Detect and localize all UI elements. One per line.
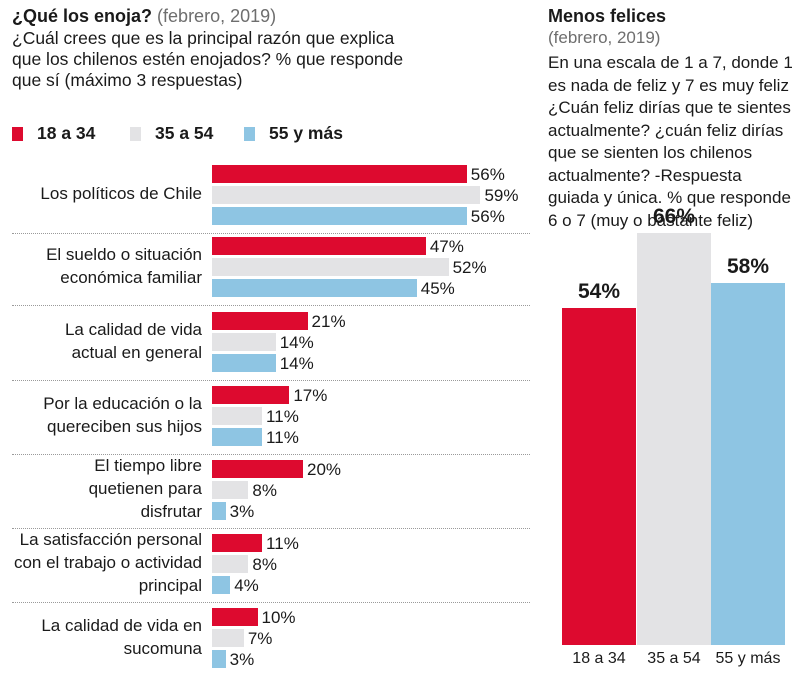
bar	[212, 333, 276, 351]
bar-value-label: 11%	[266, 407, 299, 426]
bar	[212, 555, 249, 573]
bar-value-label: 14%	[279, 333, 314, 352]
column-category-label: 55 y más	[715, 650, 781, 667]
right-chart-panel: Menos felices (febrero, 2019) En una esc…	[540, 0, 800, 675]
bar	[212, 650, 226, 668]
group-divider	[12, 454, 530, 455]
group-divider	[12, 602, 530, 603]
bar-value-label: 3%	[229, 502, 255, 521]
bar	[212, 502, 226, 520]
bar	[212, 207, 467, 225]
bar	[212, 534, 263, 552]
category-label: La satisfacción personal con el trabajo o…	[0, 528, 202, 597]
legend-swatch-55-mas	[244, 126, 255, 141]
bar-value-label: 14%	[279, 354, 314, 373]
column-category-label: 18 a 34	[572, 650, 626, 667]
category-label-line: La calidad de vida	[64, 319, 202, 339]
bar	[212, 460, 303, 478]
right-chart-question: En una escala de 1 a 7, donde 1 es nada …	[548, 53, 793, 230]
category-label-line: principal	[138, 576, 202, 595]
bar-value-label: 11%	[266, 534, 299, 553]
legend-swatch-35-54	[130, 126, 141, 141]
group-divider	[12, 380, 530, 381]
bar-value-label: 8%	[252, 555, 277, 574]
category-label: Por la educación o la quereciben sus hijo…	[0, 392, 202, 438]
column-value-label: 58%	[726, 254, 770, 278]
left-chart-title: ¿Qué los enoja? (febrero, 2019)	[12, 6, 512, 27]
right-chart-date: (febrero, 2019)	[548, 28, 661, 47]
group-divider	[12, 233, 530, 234]
left-chart-question: ¿Cuál crees que es la principal razón qu…	[12, 28, 404, 90]
bar	[212, 481, 249, 499]
column-category-label: 35 a 54	[647, 650, 701, 667]
category-label-line: quereciben sus hijos	[47, 416, 202, 436]
category-label: La calidad de vida actual en general	[0, 318, 202, 364]
bar-value-label: 45%	[420, 279, 455, 298]
group-divider	[12, 528, 530, 529]
category-label-line: La satisfacción personal	[19, 530, 202, 549]
bar-value-label: 20%	[307, 460, 342, 479]
bar	[212, 165, 467, 183]
left-title-date: (febrero, 2019)	[157, 6, 277, 26]
bar-value-label: 56%	[470, 207, 505, 226]
bar	[212, 576, 231, 594]
legend-label-55-mas: 55 y más	[269, 123, 343, 143]
category-label-line: sucomuna	[123, 638, 202, 658]
legend-label-18-34: 18 a 34	[37, 123, 96, 143]
bar	[212, 407, 263, 425]
column-bar	[711, 282, 785, 645]
legend: 18 a 34 35 a 54 55 y más	[12, 123, 512, 145]
bar-value-label: 21%	[311, 312, 346, 331]
bar-value-label: 4%	[234, 576, 259, 595]
bar	[212, 237, 426, 255]
bar	[212, 186, 481, 204]
legend-item-55-mas: 55 y más	[244, 123, 343, 144]
legend-swatch-18-34	[12, 126, 23, 141]
category-label-line: Los políticos de Chile	[40, 184, 202, 203]
column-value-label: 54%	[577, 279, 621, 303]
category-label-line: La calidad de vida en	[41, 615, 202, 635]
bar	[212, 608, 258, 626]
bar-value-label: 8%	[252, 481, 277, 500]
bar-value-label: 59%	[484, 186, 519, 205]
bar-value-label: 56%	[470, 165, 505, 184]
bar-value-label: 7%	[247, 629, 273, 648]
bar-value-label: 3%	[229, 650, 255, 669]
bar	[212, 279, 417, 297]
bar	[212, 354, 276, 372]
bar	[212, 629, 244, 647]
column-value-label: 66%	[652, 204, 696, 228]
category-label-line: El sueldo o situación	[46, 244, 202, 264]
category-label-line: disfrutar	[140, 502, 202, 521]
category-label: La calidad de vida en sucomuna	[0, 614, 202, 660]
bar-value-label: 10%	[261, 608, 296, 627]
left-title-main: ¿Qué los enoja?	[12, 6, 153, 26]
column-bar	[637, 232, 711, 645]
category-label: Los políticos de Chile	[0, 182, 202, 205]
group-divider	[12, 305, 530, 306]
bar	[212, 258, 449, 276]
legend-item-18-34: 18 a 34	[12, 123, 95, 144]
legend-label-35-54: 35 a 54	[155, 123, 214, 143]
legend-item-35-54: 35 a 54	[130, 123, 213, 144]
bar-value-label: 52%	[452, 258, 487, 277]
category-label-line: quetienen para	[88, 479, 202, 498]
bar-value-label: 11%	[266, 428, 299, 447]
bar	[212, 312, 308, 330]
bar-value-label: 17%	[293, 386, 328, 405]
column-bar	[562, 307, 636, 645]
bar-value-label: 47%	[429, 237, 464, 256]
category-label: El sueldo o situación económica familiar	[0, 243, 202, 289]
bar	[212, 428, 263, 446]
category-label-line: Por la educación o la	[43, 393, 202, 413]
bar	[212, 386, 290, 404]
category-label-line: económica familiar	[60, 267, 202, 287]
category-label-line: actual en general	[71, 342, 202, 362]
category-label-line: El tiempo libre	[94, 456, 202, 475]
category-label-line: con el trabajo o actividad	[13, 553, 202, 572]
right-chart-title: Menos felices	[548, 6, 667, 26]
category-label: El tiempo libre quetienen para disfrutar	[0, 454, 202, 523]
